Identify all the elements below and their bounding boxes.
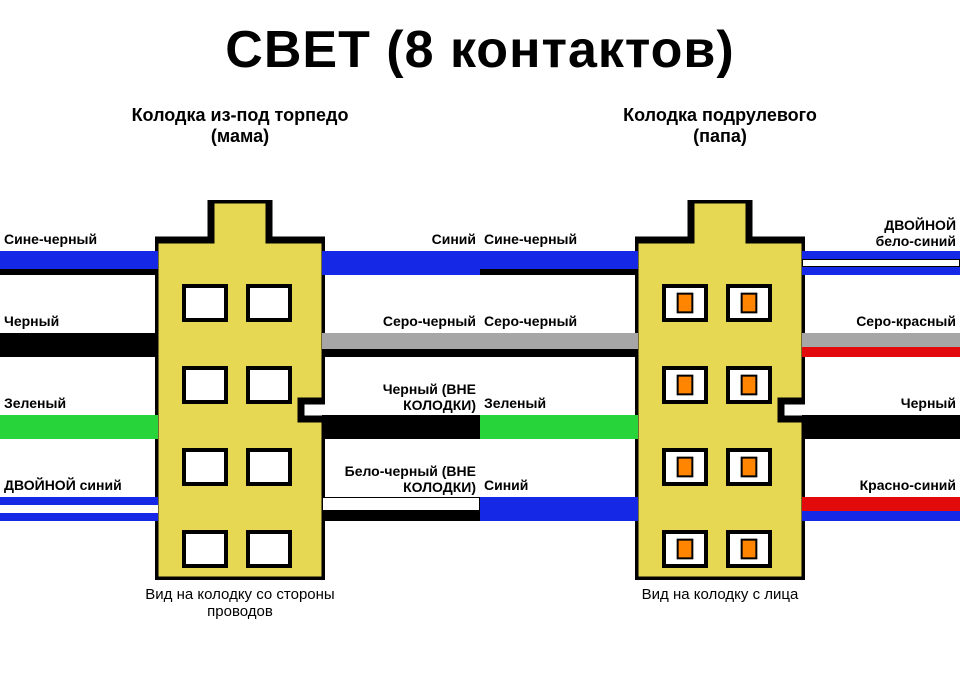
wire-right-3 [802, 497, 960, 521]
page-title: СВЕТ (8 контактов) [0, 0, 960, 80]
wire-left-2 [480, 415, 638, 439]
wire-right-0 [322, 251, 480, 275]
wire-left-1 [0, 333, 158, 357]
wire-right-3 [322, 497, 480, 521]
wire-label-left-0: Сине-черный [4, 231, 97, 247]
wire-right-2 [802, 415, 960, 439]
subtitle: Колодка подрулевого(папа) [480, 105, 960, 147]
wire-left-3 [0, 497, 158, 521]
panel-right: Колодка подрулевого(папа) Сине-черный Серо… [480, 105, 960, 665]
wire-right-1 [802, 333, 960, 357]
wire-label-right-1: Серо-черный [383, 313, 476, 329]
wire-label-left-1: Серо-черный [484, 313, 577, 329]
wire-label-left-3: ДВОЙНОЙ синий [4, 477, 122, 493]
wire-right-0 [802, 251, 960, 275]
caption: Вид на колодку со стороныпроводов [0, 586, 480, 620]
wire-label-left-1: Черный [4, 313, 59, 329]
wire-right-2 [322, 415, 480, 439]
wire-label-right-2: Черный (ВНЕКОЛОДКИ) [383, 381, 476, 413]
wire-label-right-3: Красно-синий [860, 477, 956, 493]
wire-label-right-2: Черный [901, 395, 956, 411]
wire-left-1 [480, 333, 638, 357]
connector [155, 200, 325, 585]
caption: Вид на колодку с лица [480, 586, 960, 603]
subtitle: Колодка из-под торпедо(мама) [0, 105, 480, 147]
connector [635, 200, 805, 585]
wire-label-right-0: ДВОЙНОЙбело-синий [876, 217, 956, 249]
panel-left: Колодка из-под торпедо(мама) Сине-черный Ч… [0, 105, 480, 665]
wire-left-0 [480, 251, 638, 275]
wire-left-0 [0, 251, 158, 275]
wire-label-left-0: Сине-черный [484, 231, 577, 247]
wire-label-right-0: Синий [432, 231, 476, 247]
wire-left-3 [480, 497, 638, 521]
wire-right-1 [322, 333, 480, 357]
wire-label-left-2: Зеленый [484, 395, 546, 411]
wire-label-right-3: Бело-черный (ВНЕКОЛОДКИ) [345, 463, 476, 495]
wire-label-left-3: Синий [484, 477, 528, 493]
wire-left-2 [0, 415, 158, 439]
wire-label-right-1: Серо-красный [856, 313, 956, 329]
wire-label-left-2: Зеленый [4, 395, 66, 411]
